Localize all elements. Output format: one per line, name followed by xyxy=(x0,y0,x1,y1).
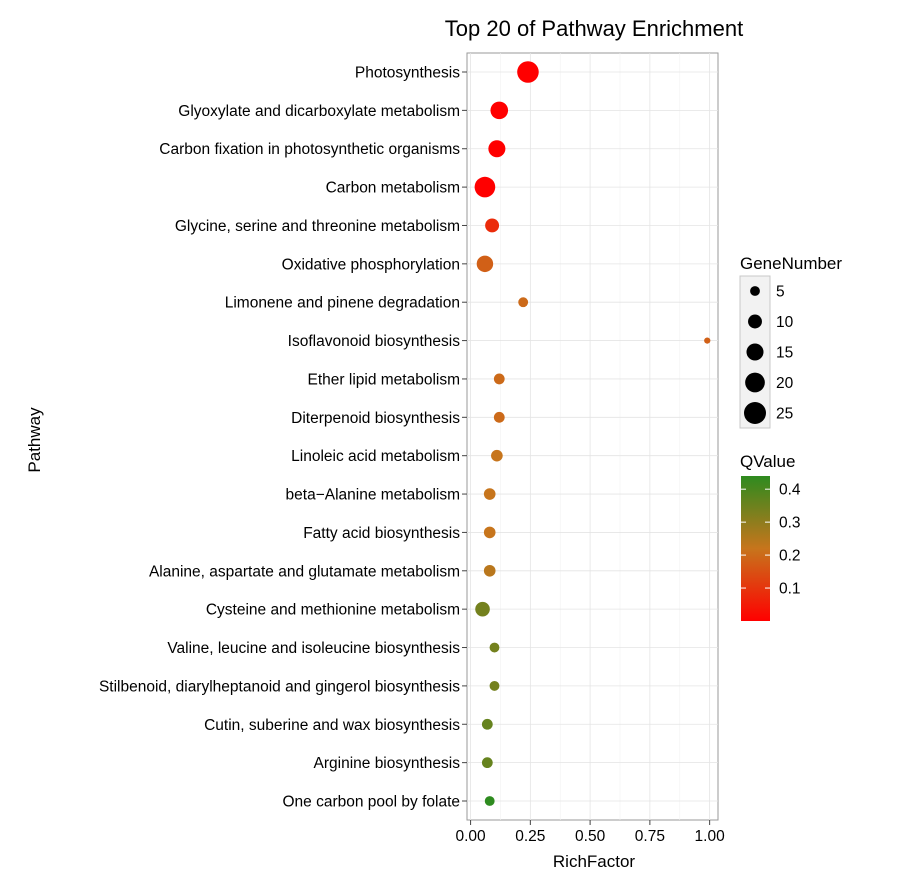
y-axis: Photosynthesis Glyoxylate and dicarboxyla… xyxy=(99,65,467,811)
qvalue-legend-label: 0.2 xyxy=(779,548,801,565)
chart-title: Top 20 of Pathway Enrichment xyxy=(445,16,743,41)
y-tick-label: Linoleic acid metabolism xyxy=(291,448,460,465)
y-tick-label: Fatty acid biosynthesis xyxy=(303,525,460,542)
data-point xyxy=(483,564,496,577)
data-point xyxy=(490,101,509,120)
data-point xyxy=(704,337,711,344)
gene-number-legend: GeneNumber 5 10 15 20 25 xyxy=(739,254,842,429)
data-point xyxy=(493,373,505,385)
data-point xyxy=(488,140,506,158)
y-tick-label: Limonene and pinene degradation xyxy=(225,295,460,312)
data-point xyxy=(481,757,493,769)
data-point xyxy=(483,488,496,500)
x-axis-label: RichFactor xyxy=(553,852,636,871)
gene-number-legend-title: GeneNumber xyxy=(740,254,842,273)
y-tick-label: Isoflavonoid biosynthesis xyxy=(288,333,461,350)
y-tick-label: Glycine, serine and threonine metabolism xyxy=(175,218,460,235)
data-point xyxy=(484,796,495,806)
gene-number-legend-key xyxy=(745,372,765,393)
qvalue-legend-label: 0.1 xyxy=(779,581,801,598)
data-point xyxy=(483,526,496,539)
gene-number-legend-key xyxy=(746,343,764,361)
data-point xyxy=(474,176,496,198)
gene-number-legend-key xyxy=(744,402,766,424)
qvalue-legend-label: 0.4 xyxy=(779,482,801,499)
plot-panel xyxy=(466,52,719,821)
x-tick-label: 0.50 xyxy=(575,828,606,845)
y-tick-label: beta−Alanine metabolism xyxy=(286,487,460,504)
data-point xyxy=(489,680,500,691)
y-tick-label: Glyoxylate and dicarboxylate metabolism xyxy=(178,103,460,120)
gene-number-legend-key xyxy=(748,314,762,329)
x-axis: 0.00 0.25 0.50 0.75 1.00 xyxy=(455,820,725,845)
gene-number-legend-label: 25 xyxy=(776,406,793,423)
data-point xyxy=(475,601,490,617)
y-tick-label: Cysteine and methionine metabolism xyxy=(206,602,460,619)
y-tick-label: Diterpenoid biosynthesis xyxy=(291,410,460,427)
y-tick-label: Ether lipid metabolism xyxy=(308,371,460,388)
x-tick-label: 0.25 xyxy=(515,828,545,845)
data-point xyxy=(491,449,503,462)
y-tick-label: Alanine, aspartate and glutamate metabol… xyxy=(149,563,460,580)
qvalue-legend: QValue 0.4 0.3 0.2 0.1 xyxy=(740,452,801,621)
y-tick-label: Carbon fixation in photosynthetic organi… xyxy=(159,141,460,158)
qvalue-legend-label: 0.3 xyxy=(779,515,801,532)
data-point xyxy=(493,411,505,423)
gene-number-legend-key xyxy=(750,286,760,296)
data-point xyxy=(517,61,539,83)
gene-number-legend-label: 5 xyxy=(776,284,785,301)
y-tick-label: Carbon metabolism xyxy=(326,180,460,197)
data-points xyxy=(474,61,711,806)
gene-number-legend-label: 20 xyxy=(776,375,794,392)
y-tick-label: Oxidative phosphorylation xyxy=(282,256,460,273)
data-point xyxy=(518,297,529,308)
data-point xyxy=(481,718,493,730)
qvalue-colorbar xyxy=(741,476,770,621)
gene-number-legend-label: 10 xyxy=(776,314,794,331)
qvalue-legend-title: QValue xyxy=(740,452,795,471)
gene-number-legend-label: 15 xyxy=(776,345,793,362)
x-tick-label: 0.00 xyxy=(455,828,486,845)
y-tick-label: One carbon pool by folate xyxy=(282,794,460,811)
grid-lines xyxy=(467,53,718,820)
data-point xyxy=(476,255,494,273)
y-tick-label: Photosynthesis xyxy=(355,65,460,82)
data-point xyxy=(489,642,500,653)
x-tick-label: 0.75 xyxy=(635,828,665,845)
x-tick-label: 1.00 xyxy=(695,828,726,845)
y-tick-label: Valine, leucine and isoleucine biosynthe… xyxy=(167,640,460,657)
y-axis-label: Pathway xyxy=(25,407,44,473)
y-tick-label: Arginine biosynthesis xyxy=(314,755,461,772)
data-point xyxy=(485,218,500,233)
y-tick-label: Stilbenoid, diarylheptanoid and gingerol… xyxy=(99,678,460,695)
y-tick-label: Cutin, suberine and wax biosynthesis xyxy=(204,717,460,734)
